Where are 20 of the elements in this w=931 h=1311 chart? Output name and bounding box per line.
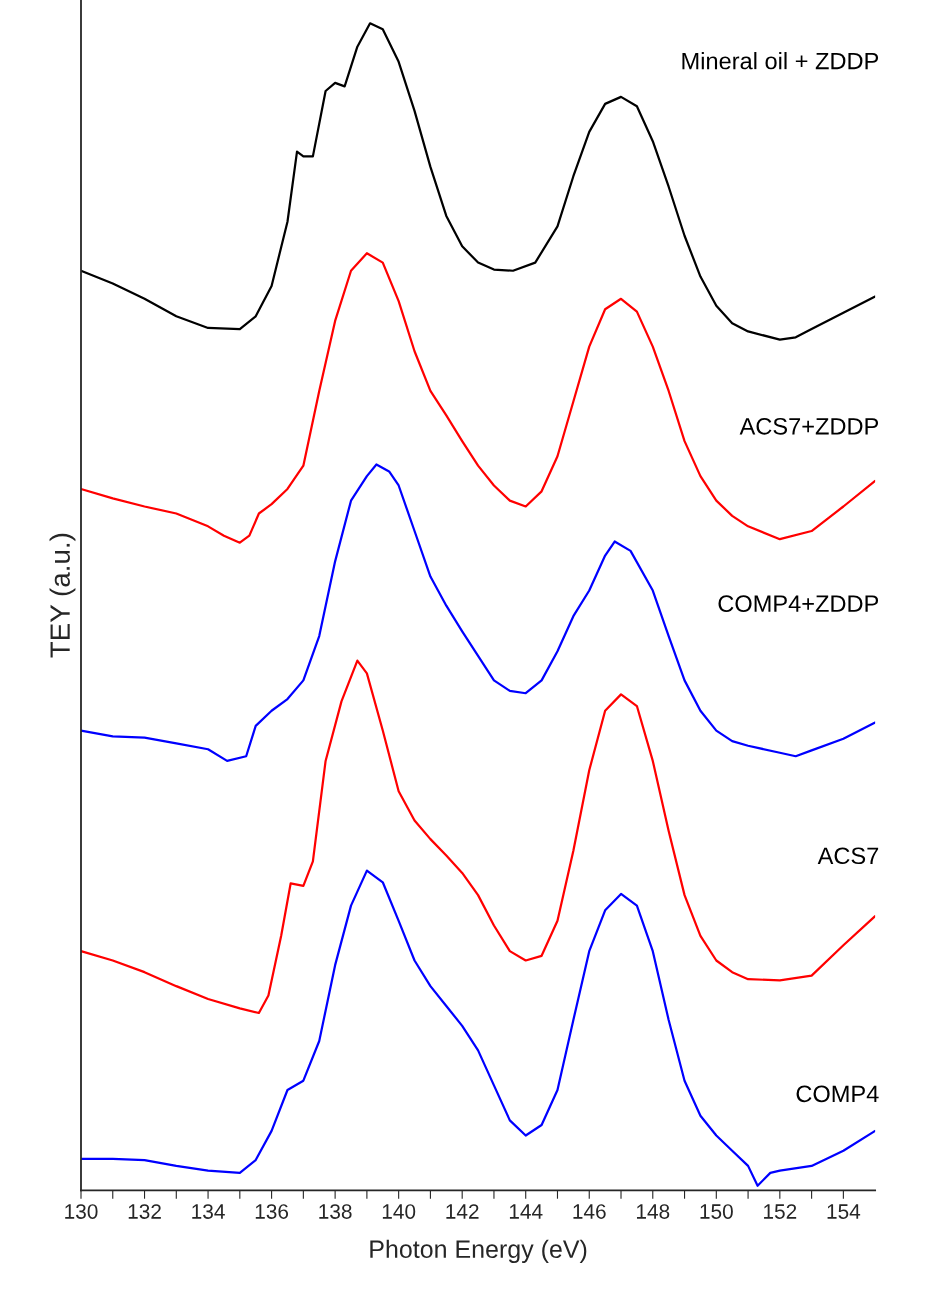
x-tick-label: 144 <box>509 1204 543 1219</box>
x-tick-label: 142 <box>446 1204 479 1219</box>
x-tick-label: 154 <box>827 1204 861 1219</box>
text: Mineral oil + ZDDP <box>682 52 879 70</box>
x-tick-label: 150 <box>700 1204 733 1219</box>
x-tick-label: 146 <box>573 1204 606 1219</box>
y-axis-title: TEY (a.u.) <box>49 533 76 658</box>
series-label: ACS7+ZDDP <box>739 417 879 435</box>
series-label: COMP4 <box>796 1085 879 1103</box>
x-tick-label: 132 <box>128 1204 161 1219</box>
x-tick-label: 152 <box>764 1204 797 1219</box>
x-tick-label: 134 <box>192 1204 225 1219</box>
x-tick-label: 140 <box>382 1204 416 1219</box>
text: ACS7 <box>817 847 879 865</box>
x-tick-label: 136 <box>255 1204 289 1219</box>
x-tick-label: 148 <box>636 1204 670 1219</box>
text: COMP4+ZDDP <box>718 595 879 613</box>
x-axis-title: Photon Energy (eV) <box>370 1239 587 1263</box>
x-tick-label: 130 <box>65 1204 98 1219</box>
x-tick-label: 138 <box>319 1204 352 1219</box>
